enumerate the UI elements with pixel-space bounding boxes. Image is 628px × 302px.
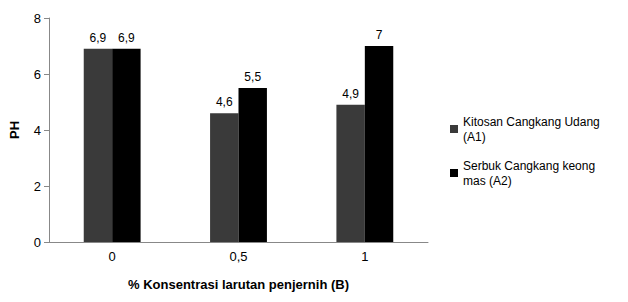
svg-text:4,9: 4,9 — [342, 87, 359, 101]
svg-text:6,9: 6,9 — [90, 31, 107, 45]
svg-text:5,5: 5,5 — [244, 70, 261, 84]
svg-text:8: 8 — [34, 11, 41, 26]
svg-text:mas (A2): mas (A2) — [463, 174, 512, 188]
svg-text:PH: PH — [7, 121, 22, 139]
svg-text:0: 0 — [34, 235, 41, 250]
svg-text:1: 1 — [361, 249, 368, 264]
svg-text:4: 4 — [34, 123, 41, 138]
svg-text:Kitosan Cangkang Udang: Kitosan Cangkang Udang — [463, 115, 603, 129]
svg-text:6,9: 6,9 — [118, 31, 135, 45]
svg-text:(A1): (A1) — [463, 130, 486, 144]
svg-text:Serbuk Cangkang keong: Serbuk Cangkang keong — [463, 159, 598, 173]
svg-text:0: 0 — [109, 249, 116, 264]
svg-text:% Konsentrasi larutan penjerni: % Konsentrasi larutan penjernih (B) — [128, 277, 349, 292]
svg-text:2: 2 — [34, 179, 41, 194]
svg-text:6: 6 — [34, 67, 41, 82]
svg-text:7: 7 — [376, 28, 383, 42]
svg-text:4,6: 4,6 — [216, 95, 233, 109]
svg-text:0,5: 0,5 — [229, 249, 247, 264]
